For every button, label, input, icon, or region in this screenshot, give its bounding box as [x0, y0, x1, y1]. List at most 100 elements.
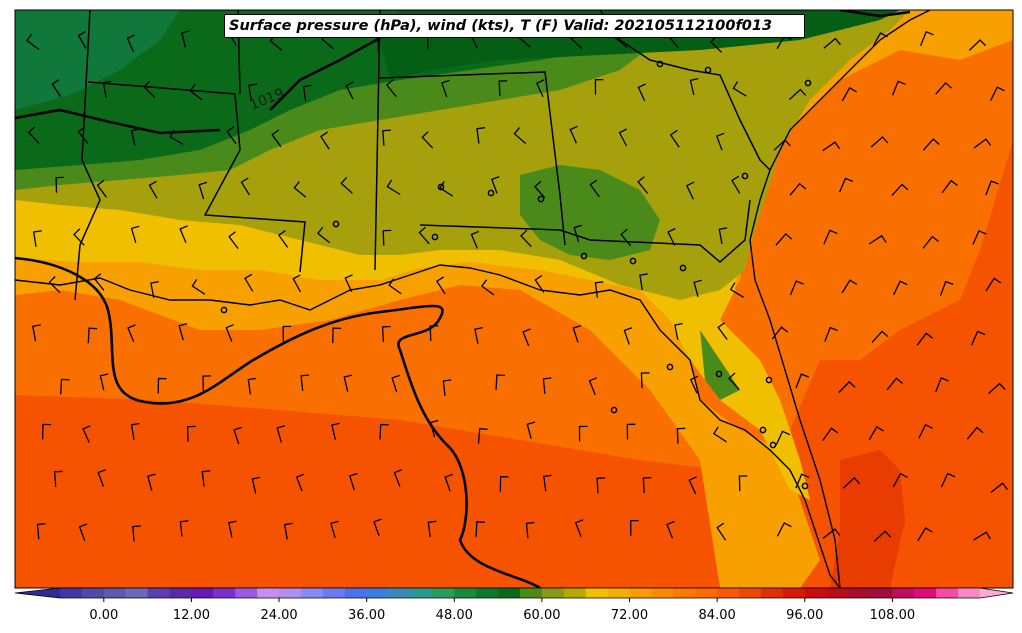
wind-barb	[388, 278, 402, 295]
colorbar-swatch	[673, 588, 696, 598]
city-marker	[801, 482, 809, 490]
wind-barb	[77, 31, 87, 49]
wind-barb	[623, 327, 633, 345]
wind-barb	[513, 127, 527, 144]
wind-barb	[971, 330, 986, 346]
wind-barb	[276, 425, 286, 443]
wind-barb	[968, 39, 987, 51]
wind-barb	[873, 530, 892, 542]
wind-barb	[475, 521, 485, 537]
wind-barb	[201, 470, 211, 487]
colorbar-swatch	[300, 588, 324, 598]
wind-barb	[474, 326, 483, 345]
wind-barb	[973, 531, 991, 541]
colorbar-swatch	[717, 588, 740, 598]
colorbar-tick-label: 72.00	[611, 608, 648, 623]
wind-barb	[178, 322, 188, 341]
wind-barb	[973, 138, 992, 149]
wind-barb	[988, 382, 1006, 395]
wind-barb	[429, 419, 439, 438]
wind-barb	[542, 377, 552, 394]
wind-barb	[693, 279, 702, 297]
wind-barb	[277, 230, 289, 248]
wind-barb	[332, 327, 342, 344]
wind-barb	[476, 127, 486, 144]
city-marker	[715, 370, 723, 378]
wind-barb	[637, 83, 646, 102]
wind-barb	[918, 423, 933, 439]
wind-barb	[892, 472, 908, 488]
wind-barb	[495, 374, 505, 390]
wind-barb	[48, 276, 61, 294]
colorbar-tick-label: 0.00	[89, 608, 118, 623]
wind-barb	[490, 175, 500, 194]
wind-barb	[868, 234, 887, 245]
colorbar-swatch	[541, 588, 565, 598]
colorbar-swatch	[585, 588, 609, 598]
wind-barb	[917, 527, 933, 542]
wind-barb	[146, 473, 156, 491]
colorbar-swatch	[410, 588, 433, 598]
wind-barb	[893, 280, 908, 296]
city-marker	[629, 257, 637, 265]
wind-barb	[935, 81, 953, 95]
wind-barb	[620, 228, 632, 247]
wind-barb	[822, 141, 841, 152]
wind-barb	[143, 80, 156, 98]
colorbar-swatch	[520, 588, 543, 598]
wind-barb	[533, 180, 546, 199]
wind-barb	[130, 422, 140, 440]
colorbar-tick-label: 96.00	[786, 608, 823, 623]
wind-barb	[295, 473, 305, 492]
wind-barb	[789, 280, 804, 296]
colorbar-swatch	[804, 588, 828, 598]
wind-barb	[522, 328, 531, 347]
wind-barb	[916, 332, 933, 346]
wind-barb	[891, 183, 909, 197]
wind-barb	[87, 327, 98, 344]
wind-barb	[626, 423, 636, 440]
wind-barb	[839, 177, 854, 193]
wind-barb	[534, 274, 545, 293]
wind-barb	[282, 325, 292, 342]
wind-barb	[55, 176, 65, 193]
wind-barb	[130, 225, 140, 244]
wind-barb	[379, 423, 389, 440]
colorbar-swatch	[739, 588, 762, 598]
wind-barb	[32, 230, 42, 247]
wind-barb	[596, 477, 606, 494]
isobar-north	[269, 36, 381, 111]
wind-barb	[36, 523, 46, 540]
wind-barb	[775, 430, 791, 446]
colorbar-swatch	[169, 588, 192, 598]
colorbar-swatch	[279, 588, 302, 598]
city-marker	[610, 406, 618, 414]
wind-barb	[189, 84, 203, 101]
wind-barb	[477, 428, 488, 444]
wind-barb	[480, 279, 495, 296]
wind-barb	[738, 475, 748, 492]
wind-barb	[283, 522, 293, 540]
wind-barb	[966, 426, 984, 440]
colorbar-swatch	[213, 588, 236, 598]
wind-barb	[77, 126, 89, 144]
wind-barb	[148, 180, 158, 199]
city-marker	[769, 441, 777, 449]
wind-barb	[972, 229, 987, 245]
wind-barb	[439, 181, 454, 197]
wind-barb	[444, 473, 453, 492]
wind-barb	[181, 30, 190, 48]
city-markers	[220, 60, 812, 490]
city-marker	[704, 66, 712, 74]
wind-barb	[102, 80, 112, 98]
wind-barb	[572, 324, 582, 343]
wind-barb	[922, 138, 940, 151]
wind-barb	[729, 282, 744, 298]
wind-barb	[667, 227, 676, 246]
wind-barb	[27, 126, 40, 144]
wind-barb	[822, 427, 839, 441]
wind-barb	[226, 126, 237, 145]
isobar-1019	[15, 108, 221, 135]
wind-barb	[373, 518, 382, 537]
wind-barb	[666, 520, 675, 539]
